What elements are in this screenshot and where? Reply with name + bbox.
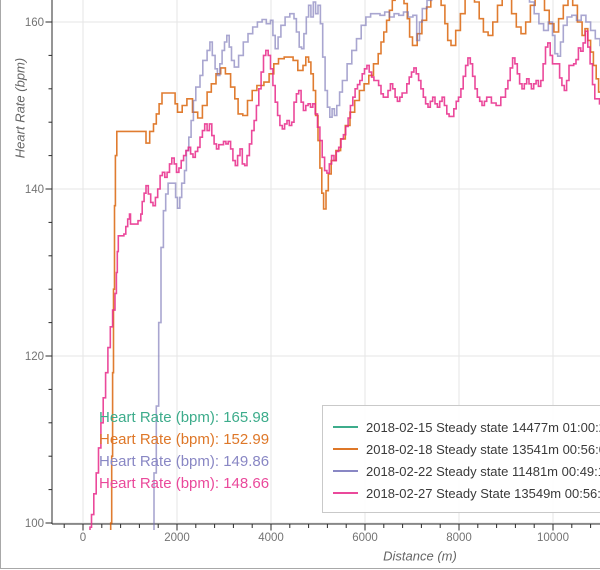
- x-tick-label: 4000: [258, 532, 284, 544]
- legend-label: 2018-02-22 Steady state 11481m 00:49:1: [366, 463, 600, 479]
- legend-item-2018-02-15: 2018-02-15 Steady state 14477m 01:00:2: [333, 416, 600, 438]
- y-tick-label: 100: [25, 518, 44, 530]
- legend-item-2018-02-27: 2018-02-27 Steady State 13549m 00:56:4: [333, 482, 600, 504]
- x-tick-label: 2000: [164, 532, 190, 544]
- series-line-2018-02-27: [89, 30, 600, 530]
- y-tick-label: 140: [25, 184, 44, 196]
- x-tick-label: 10000: [537, 532, 569, 544]
- legend-line-swatch: [333, 470, 358, 472]
- legend-item-2018-02-22: 2018-02-22 Steady state 11481m 00:49:1: [333, 460, 600, 482]
- legend-label: 2018-02-15 Steady state 14477m 01:00:2: [366, 419, 600, 435]
- y-tick-label: 120: [25, 351, 44, 363]
- series-line-2018-02-18: [109, 0, 600, 530]
- legend-line-swatch: [333, 448, 358, 450]
- series-line-2018-02-22: [153, 0, 600, 530]
- legend-item-2018-02-18: 2018-02-18 Steady state 13541m 00:56:0: [333, 438, 600, 460]
- y-tick-label: 160: [25, 17, 44, 29]
- legend-label: 2018-02-27 Steady State 13549m 00:56:4: [366, 485, 600, 501]
- x-tick-label: 0: [80, 532, 86, 544]
- x-tick-label: 6000: [352, 532, 378, 544]
- container-border-left: [0, 0, 1, 569]
- legend-line-swatch: [333, 426, 358, 428]
- x-tick-label: 8000: [446, 532, 472, 544]
- legend-label: 2018-02-18 Steady state 13541m 00:56:0: [366, 441, 600, 457]
- container-border-bottom: [0, 568, 600, 569]
- legend-line-swatch: [333, 492, 358, 494]
- legend: 2018-02-15 Steady state 14477m 01:00:2 20…: [322, 405, 600, 513]
